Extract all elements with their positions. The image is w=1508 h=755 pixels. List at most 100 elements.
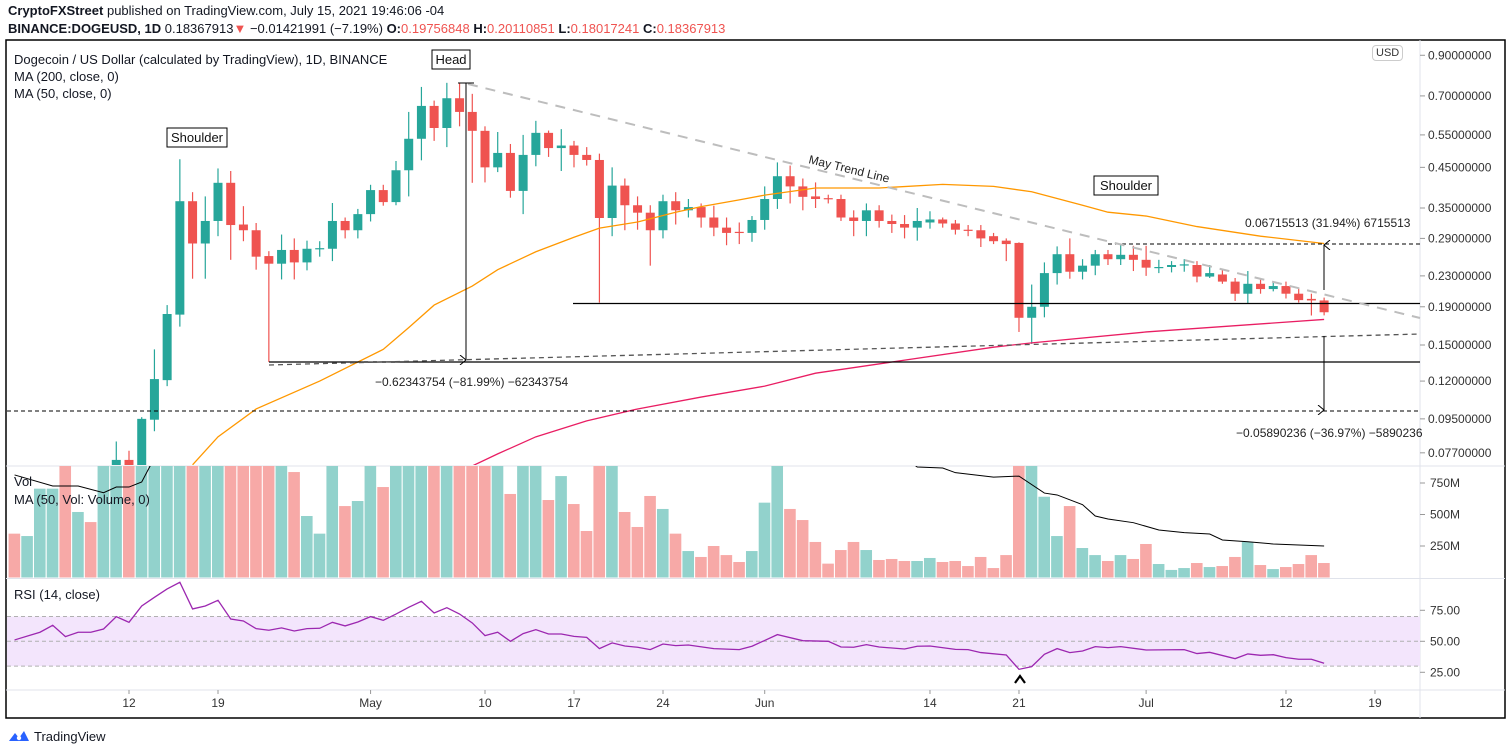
candle-body xyxy=(1268,286,1278,290)
legend-volume-ma[interactable]: MA (50, Vol: Volume, 0) xyxy=(14,492,150,507)
may-trend-line[interactable] xyxy=(467,83,1421,319)
low-value: 0.18017241 xyxy=(570,21,640,36)
volume-bar xyxy=(161,466,173,578)
candle-body xyxy=(798,186,808,197)
candle xyxy=(124,450,134,465)
candle xyxy=(747,216,757,242)
legend-rsi[interactable]: RSI (14, close) xyxy=(14,587,100,602)
volume-bar xyxy=(517,466,529,578)
volume-tick-label: 750M xyxy=(1430,476,1460,490)
publisher-name[interactable]: CryptoFXStreet xyxy=(8,3,104,18)
candle xyxy=(455,82,465,127)
ma200-line xyxy=(472,318,1325,465)
candle-body xyxy=(671,201,681,211)
currency-button[interactable]: USD xyxy=(1372,45,1404,61)
candle-body xyxy=(925,219,935,223)
volume-bar xyxy=(34,488,46,578)
candle xyxy=(1167,261,1177,273)
legend-volume[interactable]: Vol xyxy=(14,474,33,489)
high-value: 0.20110851 xyxy=(487,21,555,36)
candle xyxy=(874,205,884,228)
volume-bar xyxy=(860,550,873,578)
ma50-line xyxy=(192,183,1325,465)
tradingview-logo[interactable]: TradingView xyxy=(8,728,106,744)
volume-bar xyxy=(1216,566,1229,578)
date-tick-label: 19 xyxy=(1368,696,1382,710)
candle-body xyxy=(238,224,248,231)
volume-bar xyxy=(453,466,466,578)
price-tick-label: 0.29000000 xyxy=(1428,231,1492,245)
volume-bar xyxy=(262,466,275,578)
volume-bar xyxy=(72,511,84,578)
symbol-name: BINANCE:DOGEUSD, 1D xyxy=(8,21,162,36)
volume-bar xyxy=(1038,496,1051,578)
volume-tick-label: 500M xyxy=(1430,508,1460,522)
candle xyxy=(226,170,236,260)
candle xyxy=(340,217,350,239)
candle-body xyxy=(747,219,757,233)
volume-bar xyxy=(809,541,822,578)
volume-bar xyxy=(720,555,733,578)
volume-bar xyxy=(224,466,237,578)
volume-bar xyxy=(466,466,478,578)
volume-bar xyxy=(784,508,796,578)
volume-bar xyxy=(123,466,135,578)
right-shoulder-box[interactable] xyxy=(1093,175,1159,196)
candle xyxy=(722,217,732,246)
candle-body xyxy=(1103,254,1113,260)
price-tick-label: 0.12000000 xyxy=(1428,374,1492,388)
candle-body xyxy=(734,231,744,234)
volume-bar xyxy=(695,556,707,578)
legend-ma50[interactable]: MA (50, close, 0) xyxy=(14,86,112,101)
candle xyxy=(442,82,452,148)
left-shoulder-box[interactable] xyxy=(166,127,228,148)
candle xyxy=(404,111,414,197)
candle xyxy=(1192,261,1202,283)
candle-body xyxy=(378,190,388,203)
candle-body xyxy=(1154,266,1164,269)
head-box[interactable] xyxy=(431,49,471,70)
volume-bar xyxy=(1063,506,1076,578)
candle xyxy=(327,202,337,262)
candle xyxy=(823,194,833,204)
candle xyxy=(1128,245,1138,272)
volume-bar xyxy=(567,504,580,578)
candle-body xyxy=(340,220,350,231)
candle-body xyxy=(594,159,604,218)
volume-bar xyxy=(1051,536,1063,578)
volume-bar xyxy=(1305,555,1318,578)
candle-body xyxy=(1052,254,1062,274)
neckline[interactable] xyxy=(268,333,1421,366)
candle-body xyxy=(989,236,999,242)
volume-bar xyxy=(186,466,199,578)
candle xyxy=(963,225,973,237)
candle xyxy=(493,131,503,173)
legend-ma200[interactable]: MA (200, close, 0) xyxy=(14,69,119,84)
volume-bar xyxy=(529,466,542,578)
candle-body xyxy=(785,176,795,187)
candle-body xyxy=(620,185,630,206)
date-tick-label: 12 xyxy=(1279,696,1293,710)
volume-bar xyxy=(745,551,758,578)
candle xyxy=(467,93,477,183)
candle xyxy=(620,178,630,231)
measure-down-label: −0.05890236 (−36.97%) −5890236 xyxy=(1236,426,1423,440)
candle xyxy=(734,222,744,245)
candle-body xyxy=(722,227,732,233)
candle xyxy=(1154,259,1164,274)
candle-body xyxy=(124,459,134,465)
candle xyxy=(633,196,643,230)
price-tick-label: 0.19000000 xyxy=(1428,300,1492,314)
candle xyxy=(518,134,528,215)
candle-body xyxy=(111,459,121,465)
candle-body xyxy=(277,249,287,264)
candle-body xyxy=(849,217,859,221)
candle xyxy=(900,215,910,239)
volume-bar xyxy=(300,516,313,578)
candle-body xyxy=(1256,283,1266,290)
volume-bar xyxy=(911,560,923,578)
volume-tick-label: 250M xyxy=(1430,539,1460,553)
candle-body xyxy=(1001,240,1011,245)
candle-body xyxy=(1167,265,1177,267)
